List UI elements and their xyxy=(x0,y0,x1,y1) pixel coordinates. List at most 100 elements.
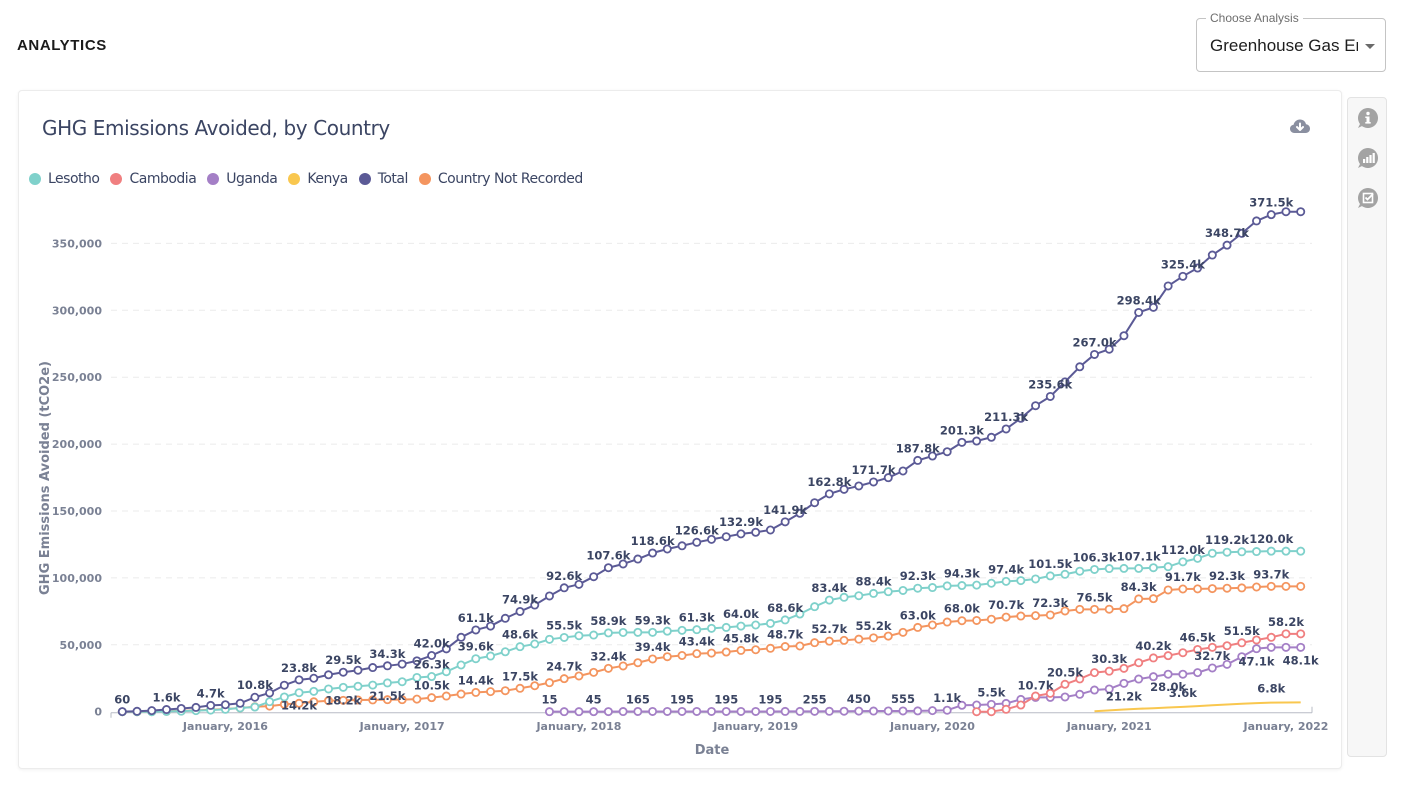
y-tick-label: 300,000 xyxy=(52,304,102,317)
data-point xyxy=(1222,641,1232,651)
chevron-down-icon xyxy=(1365,44,1375,49)
data-point xyxy=(559,707,569,717)
data-point xyxy=(559,674,569,684)
data-label: 93.7k xyxy=(1253,567,1289,581)
data-point xyxy=(530,681,540,691)
data-point xyxy=(1296,581,1306,591)
info-button[interactable] xyxy=(1357,107,1379,129)
data-point xyxy=(1016,611,1026,621)
data-label: 51.5k xyxy=(1224,624,1260,638)
data-point xyxy=(500,647,510,657)
legend-label: Country Not Recorded xyxy=(437,171,583,187)
data-point xyxy=(795,641,805,651)
data-label: 39.4k xyxy=(635,640,671,654)
data-point xyxy=(471,625,481,635)
data-label: 255 xyxy=(803,692,827,706)
y-tick-label: 200,000 xyxy=(52,438,102,451)
data-point xyxy=(780,517,790,527)
data-point xyxy=(972,615,982,625)
choose-analysis-select[interactable]: Choose Analysis Greenhouse Gas Emissions… xyxy=(1196,11,1386,72)
data-point xyxy=(1104,666,1114,676)
series-lesotho xyxy=(117,546,1306,717)
data-point xyxy=(1163,585,1173,595)
data-point xyxy=(1222,659,1232,669)
data-point xyxy=(589,667,599,677)
legend-item-uganda[interactable]: Uganda xyxy=(207,171,278,187)
data-point xyxy=(898,585,908,595)
page-title: ANALYTICS xyxy=(17,37,107,54)
data-point xyxy=(1252,216,1262,226)
data-label: 70.7k xyxy=(988,598,1024,612)
data-point xyxy=(338,682,348,692)
chart-options-button[interactable] xyxy=(1357,147,1379,169)
legend-item-country-not-recorded[interactable]: Country Not Recorded xyxy=(418,171,583,187)
data-point xyxy=(1252,582,1262,592)
legend-item-total[interactable]: Total xyxy=(358,171,408,187)
data-point xyxy=(692,537,702,547)
legend-item-cambodia[interactable]: Cambodia xyxy=(110,171,197,187)
x-tick-label: January, 2022 xyxy=(1242,720,1328,733)
data-label: 45.8k xyxy=(723,631,759,645)
data-point xyxy=(869,706,879,716)
series-line xyxy=(1094,701,1301,713)
legend-dot xyxy=(207,173,220,185)
series-uganda xyxy=(544,642,1306,717)
data-point xyxy=(441,667,451,677)
data-point xyxy=(824,706,834,716)
data-point xyxy=(986,699,996,709)
data-point xyxy=(117,707,127,717)
data-point xyxy=(353,695,363,705)
legend-item-lesotho[interactable]: Lesotho xyxy=(29,171,100,187)
data-point xyxy=(1178,584,1188,594)
data-label: 18.2k xyxy=(325,693,361,707)
data-point xyxy=(883,473,893,483)
checklist-button[interactable] xyxy=(1357,187,1379,209)
data-point xyxy=(972,707,982,717)
data-point xyxy=(1296,546,1306,556)
data-point xyxy=(1237,652,1247,662)
data-point xyxy=(721,706,731,716)
data-point xyxy=(913,583,923,593)
data-point xyxy=(1296,642,1306,652)
x-axis-title: Date xyxy=(695,743,730,758)
data-point xyxy=(692,649,702,659)
data-labels: 14.2k 18.2k 21.5k 26.3k 39.6k 48.6k 55.5k 58.9k… xyxy=(114,196,1319,713)
data-point xyxy=(1237,547,1247,557)
data-point xyxy=(1045,610,1055,620)
data-point xyxy=(515,606,525,616)
data-label: 55.5k xyxy=(546,618,582,632)
legend-dot xyxy=(418,173,431,185)
data-label: 46.5k xyxy=(1180,630,1216,644)
data-point xyxy=(1266,546,1276,556)
data-point xyxy=(397,677,407,687)
data-point xyxy=(1134,307,1144,317)
download-button[interactable] xyxy=(1289,117,1311,135)
data-point xyxy=(1281,581,1291,591)
data-label: 34.3k xyxy=(369,647,405,661)
data-point xyxy=(515,642,525,652)
data-label: 119.2k xyxy=(1205,533,1249,547)
data-point xyxy=(500,613,510,623)
data-point xyxy=(1001,576,1011,586)
data-label: 5.5k xyxy=(977,685,1005,699)
data-label: 112.0k xyxy=(1161,543,1205,557)
data-point xyxy=(1193,668,1203,678)
legend-item-kenya[interactable]: Kenya xyxy=(288,171,348,187)
data-point xyxy=(913,622,923,632)
data-point xyxy=(589,572,599,582)
x-tick-label: January, 2016 xyxy=(182,720,268,733)
data-point xyxy=(707,706,717,716)
data-point xyxy=(1266,642,1276,652)
data-point xyxy=(574,579,584,589)
legend-label: Cambodia xyxy=(129,171,197,187)
choose-analysis-label: Choose Analysis xyxy=(1206,11,1303,25)
chart-legend: Lesotho Cambodia Uganda Kenya Total Coun… xyxy=(29,171,594,187)
data-point xyxy=(942,447,952,457)
data-point xyxy=(736,529,746,539)
data-point xyxy=(1148,563,1158,573)
data-point xyxy=(1075,674,1085,684)
data-point xyxy=(898,627,908,637)
data-point xyxy=(1222,583,1232,593)
data-point xyxy=(692,625,702,635)
data-point xyxy=(486,687,496,697)
